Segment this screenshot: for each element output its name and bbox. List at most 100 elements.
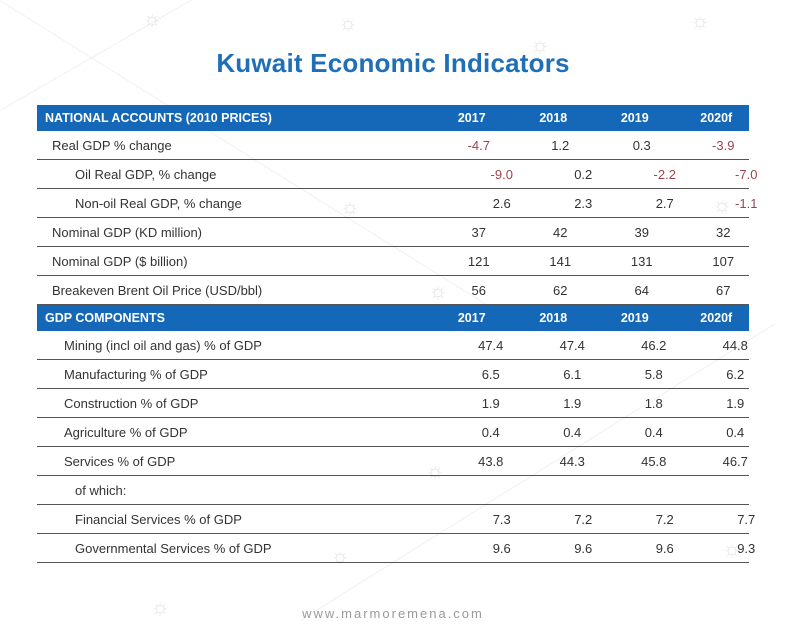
year-header: 2020f	[700, 311, 733, 325]
row-label: Manufacturing % of GDP	[64, 366, 208, 382]
cell-value: 9.6	[574, 540, 593, 556]
year-header: 2018	[539, 111, 568, 125]
cell-value: 6.5	[481, 366, 500, 382]
cell-value: 42	[553, 224, 568, 240]
row-label: of which:	[75, 482, 127, 498]
row-label: Non-oil Real GDP, % change	[75, 195, 242, 211]
footer-url: www.marmoremena.com	[302, 606, 484, 621]
row-label: Agriculture % of GDP	[64, 424, 188, 440]
cell-value: 7.2	[655, 511, 674, 527]
cell-value: 0.4	[481, 424, 500, 440]
cell-value: 46.7	[722, 453, 748, 469]
watermark-sun-icon: ☼	[722, 536, 743, 561]
cell-value: 0.3	[632, 137, 651, 153]
watermark-sun-icon: ☼	[530, 32, 551, 57]
cell-value: 6.1	[563, 366, 582, 382]
row-label: Oil Real GDP, % change	[75, 166, 217, 182]
row-label: Services % of GDP	[64, 453, 176, 469]
cell-value: 44.3	[559, 453, 585, 469]
table-row: Agriculture % of GDP 0.4 0.4 0.4 0.4	[37, 418, 749, 447]
national-accounts-header: NATIONAL ACCOUNTS (2010 PRICES) 2017 201…	[37, 105, 749, 131]
table-row: Nominal GDP (KD million) 37 42 39 32	[37, 218, 749, 247]
row-label: Construction % of GDP	[64, 395, 199, 411]
cell-value: 47.4	[478, 337, 504, 353]
year-header: 2019	[620, 111, 649, 125]
table-row: of which:	[37, 476, 749, 505]
cell-value: 7.3	[492, 511, 511, 527]
cell-value: 9.6	[492, 540, 511, 556]
table-row: Oil Real GDP, % change -9.0 0.2 -2.2 -7.…	[37, 160, 757, 189]
cell-value: 1.9	[563, 395, 582, 411]
row-label: Financial Services % of GDP	[75, 511, 242, 527]
table-row: Non-oil Real GDP, % change 2.6 2.3 2.7 -…	[37, 189, 757, 218]
table-row: Construction % of GDP 1.9 1.9 1.8 1.9	[37, 389, 749, 418]
cell-value: 43.8	[478, 453, 504, 469]
cell-value: -4.7	[467, 137, 490, 153]
cell-value: 1.8	[644, 395, 663, 411]
cell-value: -7.0	[735, 166, 758, 182]
cell-value: -3.9	[712, 137, 735, 153]
row-label: Breakeven Brent Oil Price (USD/bbl)	[52, 282, 263, 298]
table-row: Governmental Services % of GDP 9.6 9.6 9…	[37, 534, 755, 563]
watermark-sun-icon: ☼	[425, 458, 446, 483]
cell-value: 62	[553, 282, 568, 298]
table-row: Nominal GDP ($ billion) 121 141 131 107	[37, 247, 749, 276]
cell-value: -9.0	[490, 166, 513, 182]
cell-value: 0.4	[726, 424, 745, 440]
cell-value: -1.1	[735, 195, 758, 211]
cell-value: 5.8	[644, 366, 663, 382]
watermark-sun-icon: ☼	[690, 8, 711, 33]
cell-value: 0.2	[574, 166, 593, 182]
cell-value: 37	[471, 224, 486, 240]
table-row: Services % of GDP 43.8 44.3 45.8 46.7	[37, 447, 749, 476]
cell-value: 7.7	[737, 511, 756, 527]
year-header: 2017	[457, 111, 486, 125]
cell-value: 47.4	[559, 337, 585, 353]
row-label: Nominal GDP ($ billion)	[52, 253, 188, 269]
cell-value: 2.6	[492, 195, 511, 211]
year-header: 2019	[620, 311, 649, 325]
row-label: Governmental Services % of GDP	[75, 540, 272, 556]
cell-value: 1.2	[551, 137, 570, 153]
cell-value: 32	[716, 224, 731, 240]
cell-value: 9.6	[655, 540, 674, 556]
cell-value: 0.4	[563, 424, 582, 440]
watermark-sun-icon: ☼	[340, 194, 361, 219]
year-header: 2018	[539, 311, 568, 325]
watermark-sun-icon: ☼	[330, 543, 351, 568]
watermark-sun-icon: ☼	[150, 594, 171, 619]
cell-value: 121	[467, 253, 490, 269]
table-row: Financial Services % of GDP 7.3 7.2 7.2 …	[37, 505, 755, 534]
table-row: Real GDP % change -4.7 1.2 0.3 -3.9	[37, 131, 749, 160]
year-header: 2020f	[700, 111, 733, 125]
cell-value: -2.2	[653, 166, 676, 182]
cell-value: 67	[716, 282, 731, 298]
year-header: 2017	[457, 311, 486, 325]
watermark-sun-icon: ☼	[142, 6, 163, 31]
cell-value: 107	[712, 253, 735, 269]
watermark-sun-icon: ☼	[712, 192, 733, 217]
cell-value: 39	[634, 224, 649, 240]
cell-value: 131	[630, 253, 653, 269]
cell-value: 9.3	[737, 540, 756, 556]
cell-value: 141	[549, 253, 572, 269]
gdp-components-header: GDP COMPONENTS 2017 2018 2019 2020f	[37, 305, 749, 331]
cell-value: 1.9	[726, 395, 745, 411]
table-row: Breakeven Brent Oil Price (USD/bbl) 56 6…	[37, 276, 749, 305]
cell-value: 45.8	[641, 453, 667, 469]
cell-value: 2.7	[655, 195, 674, 211]
cell-value: 56	[471, 282, 486, 298]
section-title: NATIONAL ACCOUNTS (2010 PRICES)	[45, 111, 272, 125]
cell-value: 44.8	[722, 337, 748, 353]
row-label: Mining (incl oil and gas) % of GDP	[64, 337, 262, 353]
cell-value: 64	[634, 282, 649, 298]
table-row: Mining (incl oil and gas) % of GDP 47.4 …	[37, 331, 749, 360]
watermark-sun-icon: ☼	[428, 278, 449, 303]
cell-value: 7.2	[574, 511, 593, 527]
row-label: Real GDP % change	[52, 137, 172, 153]
cell-value: 2.3	[574, 195, 593, 211]
section-title: GDP COMPONENTS	[45, 311, 165, 325]
cell-value: 46.2	[641, 337, 667, 353]
page-title: Kuwait Economic Indicators	[216, 48, 570, 78]
cell-value: 1.9	[481, 395, 500, 411]
